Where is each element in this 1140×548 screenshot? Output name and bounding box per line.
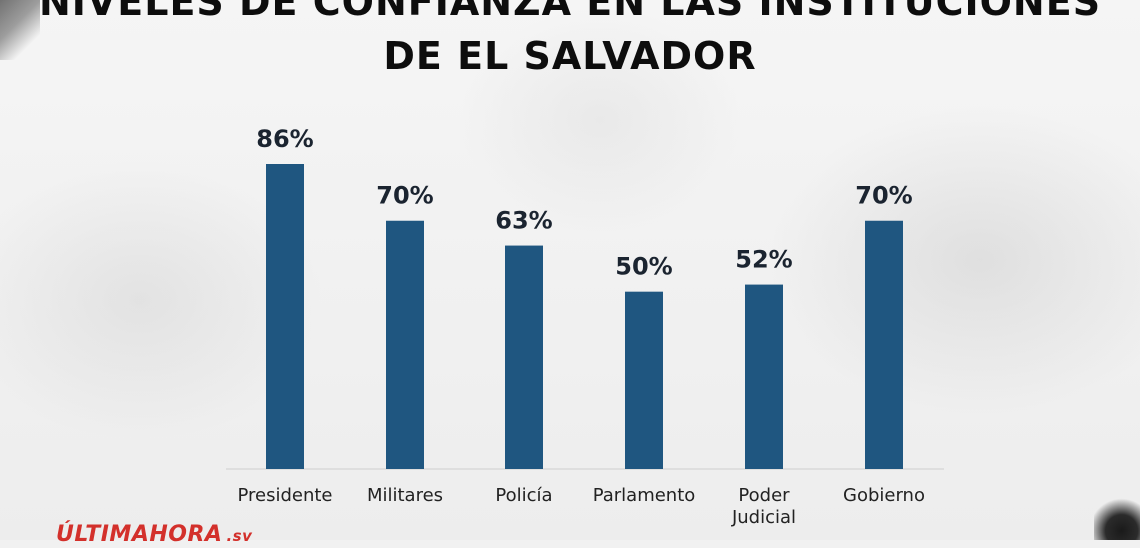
chart-title-line-2: DE EL SALVADOR [383,34,757,78]
category-label-3: Parlamento [593,485,696,506]
category-labels-group: Presidente Militares Policía Parlamento Pode… [237,485,925,528]
value-labels-group: 86% 70% 63% 50% 52% 70% [256,125,912,281]
value-label-2: 63% [495,207,552,235]
category-label-4-line-0: Poder [738,485,790,506]
ultimahora-logo: ÚLTIMAHORA .sv [56,523,252,547]
bar-1 [386,220,424,469]
logo-main: ÚLTIMAHORA [56,522,223,547]
bar-3 [625,291,663,469]
logo-suffix: .sv [226,527,253,545]
category-label-4-line-1: Judicial [731,507,796,528]
category-label-2: Policía [495,485,552,506]
bar-4 [745,284,783,469]
value-label-4: 52% [735,246,792,274]
value-label-3: 50% [615,253,672,281]
category-label-0: Presidente [237,485,332,506]
corner-figure-left [0,0,40,60]
category-label-5: Gobierno [843,485,925,506]
bar-0 [266,164,304,469]
bar-5 [865,220,903,469]
value-label-0: 86% [256,125,313,153]
value-label-1: 70% [376,182,433,210]
category-label-1: Militares [367,485,443,506]
value-label-5: 70% [855,182,912,210]
chart-title-line-1: NIVELES DE CONFIANZA EN LAS INSTITUCIONE… [38,0,1102,24]
bars-group [266,164,903,469]
bar-2 [505,245,543,469]
corner-figure-right [1094,494,1140,540]
